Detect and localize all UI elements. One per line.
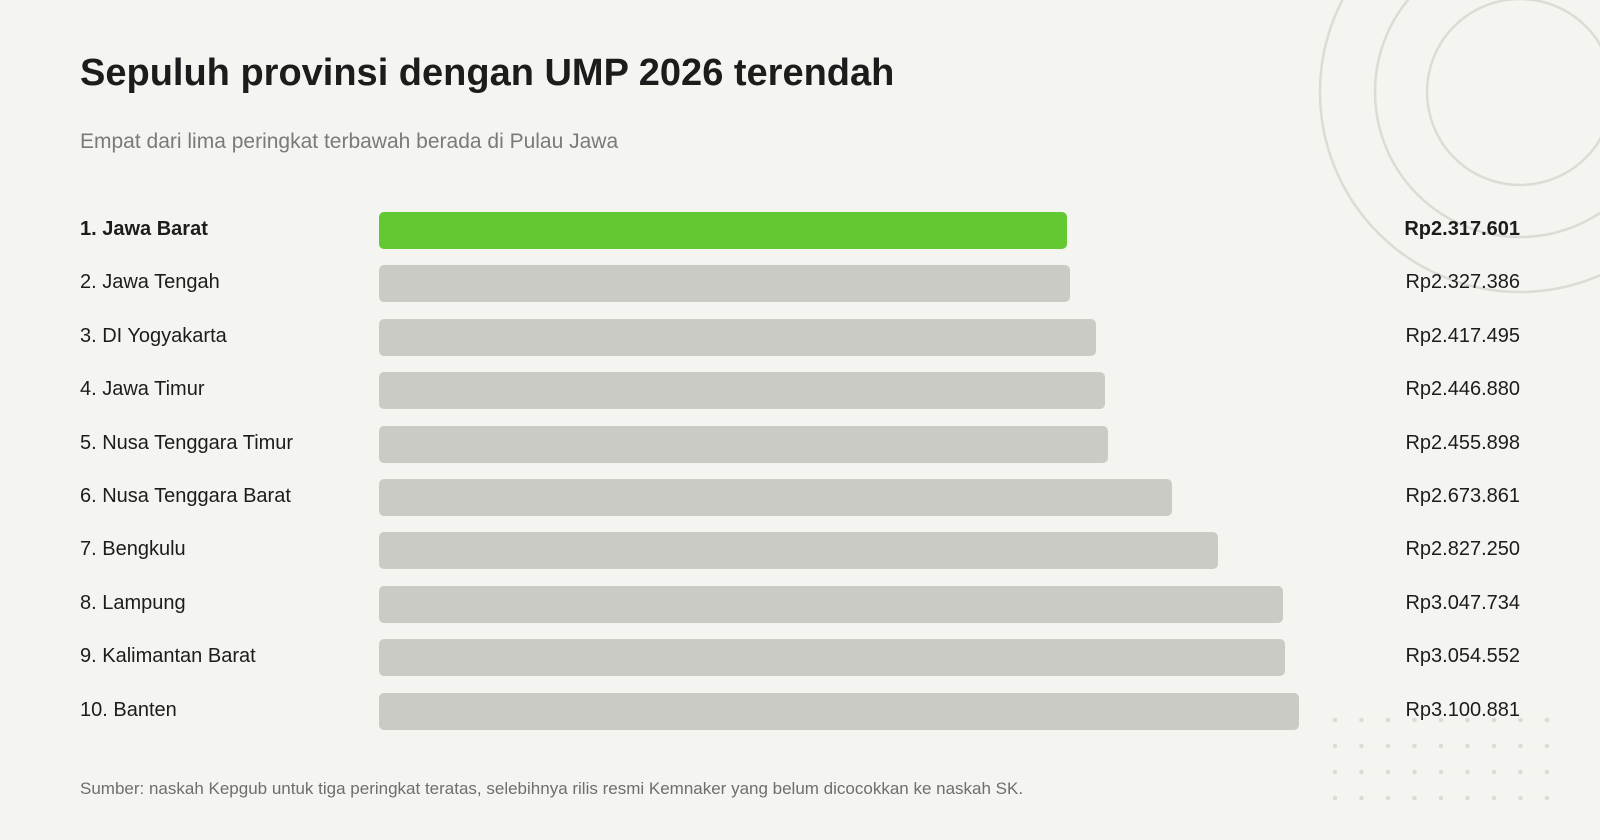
category-label: 3. DI Yogyakarta [80, 325, 227, 347]
source-note: Sumber: naskah Kepgub untuk tiga peringk… [80, 779, 1024, 798]
bar-row: 8. Lampung Rp3.047.734 [80, 584, 1520, 623]
bar-row: 6. Nusa Tenggara Barat Rp2.673.861 [80, 477, 1520, 516]
decor-dot [1465, 795, 1470, 801]
decor-dot [1332, 769, 1338, 775]
bar-chart: 1. Jawa Barat Rp2.317.601 2. Jawa Tengah Rp… [80, 210, 1520, 740]
decor-dot [1518, 769, 1523, 775]
bar [379, 265, 1070, 302]
decor-dot [1544, 769, 1550, 775]
decor-dot [1491, 795, 1497, 801]
decor-dot [1544, 795, 1550, 801]
decor-dot [1412, 769, 1417, 775]
bar [379, 693, 1299, 730]
value-label: Rp3.100.881 [1405, 699, 1520, 721]
value-label: Rp2.673.861 [1405, 485, 1520, 507]
chart-title: Sepuluh provinsi dengan UMP 2026 terenda… [80, 52, 895, 94]
value-label: Rp2.317.601 [1404, 218, 1520, 240]
category-label: 2. Jawa Tengah [80, 271, 220, 293]
bar-row: 9. Kalimantan Barat Rp3.054.552 [80, 637, 1520, 676]
category-label: 1. Jawa Barat [80, 218, 208, 240]
bar-row: 5. Nusa Tenggara Timur Rp2.455.898 [80, 424, 1520, 463]
decor-dot [1544, 743, 1550, 749]
value-label: Rp2.827.250 [1405, 538, 1520, 560]
bar [379, 479, 1172, 516]
value-label: Rp2.446.880 [1405, 378, 1520, 400]
bar [379, 212, 1067, 249]
bar-row: 7. Bengkulu Rp2.827.250 [80, 530, 1520, 569]
category-label: 5. Nusa Tenggara Timur [80, 432, 294, 454]
category-label: 10. Banten [80, 699, 177, 721]
category-label: 4. Jawa Timur [80, 378, 205, 400]
bar-row: 3. DI Yogyakarta Rp2.417.495 [80, 317, 1520, 356]
bar-row: 1. Jawa Barat Rp2.317.601 [80, 210, 1520, 249]
bar [379, 639, 1285, 676]
decor-dot [1518, 743, 1523, 749]
decor-dot [1412, 743, 1417, 749]
value-label: Rp2.327.386 [1405, 271, 1520, 293]
bar [379, 586, 1283, 623]
bar [379, 372, 1105, 409]
category-label: 6. Nusa Tenggara Barat [80, 485, 291, 507]
category-label: 8. Lampung [80, 592, 186, 614]
bar-row: 4. Jawa Timur Rp2.446.880 [80, 370, 1520, 409]
decor-dot [1438, 795, 1444, 801]
bar [379, 426, 1108, 463]
value-label: Rp3.047.734 [1405, 592, 1520, 614]
bar-row: 2. Jawa Tengah Rp2.327.386 [80, 263, 1520, 302]
decor-dot [1385, 769, 1391, 775]
bar [379, 532, 1218, 569]
decor-dot [1385, 795, 1391, 801]
bar-row: 10. Banten Rp3.100.881 [80, 691, 1520, 730]
decor-dot [1359, 769, 1364, 775]
chart-subtitle: Empat dari lima peringkat terbawah berad… [80, 130, 619, 153]
decor-dot [1465, 769, 1470, 775]
bar [379, 319, 1096, 356]
category-label: 9. Kalimantan Barat [80, 645, 256, 667]
decor-dot [1359, 743, 1364, 749]
decor-dot [1465, 743, 1470, 749]
value-label: Rp2.417.495 [1405, 325, 1520, 347]
decor-dot [1332, 743, 1338, 749]
decor-dot [1544, 717, 1550, 723]
decor-dot [1438, 769, 1444, 775]
decor-dot [1491, 769, 1497, 775]
value-label: Rp3.054.552 [1405, 645, 1520, 667]
decor-dot [1359, 795, 1364, 801]
decor-dot [1412, 795, 1417, 801]
decor-dot [1491, 743, 1497, 749]
decor-dot [1332, 795, 1338, 801]
decor-dot [1518, 795, 1523, 801]
decor-dot [1438, 743, 1444, 749]
decor-dot [1385, 743, 1391, 749]
value-label: Rp2.455.898 [1405, 432, 1520, 454]
category-label: 7. Bengkulu [80, 538, 186, 560]
